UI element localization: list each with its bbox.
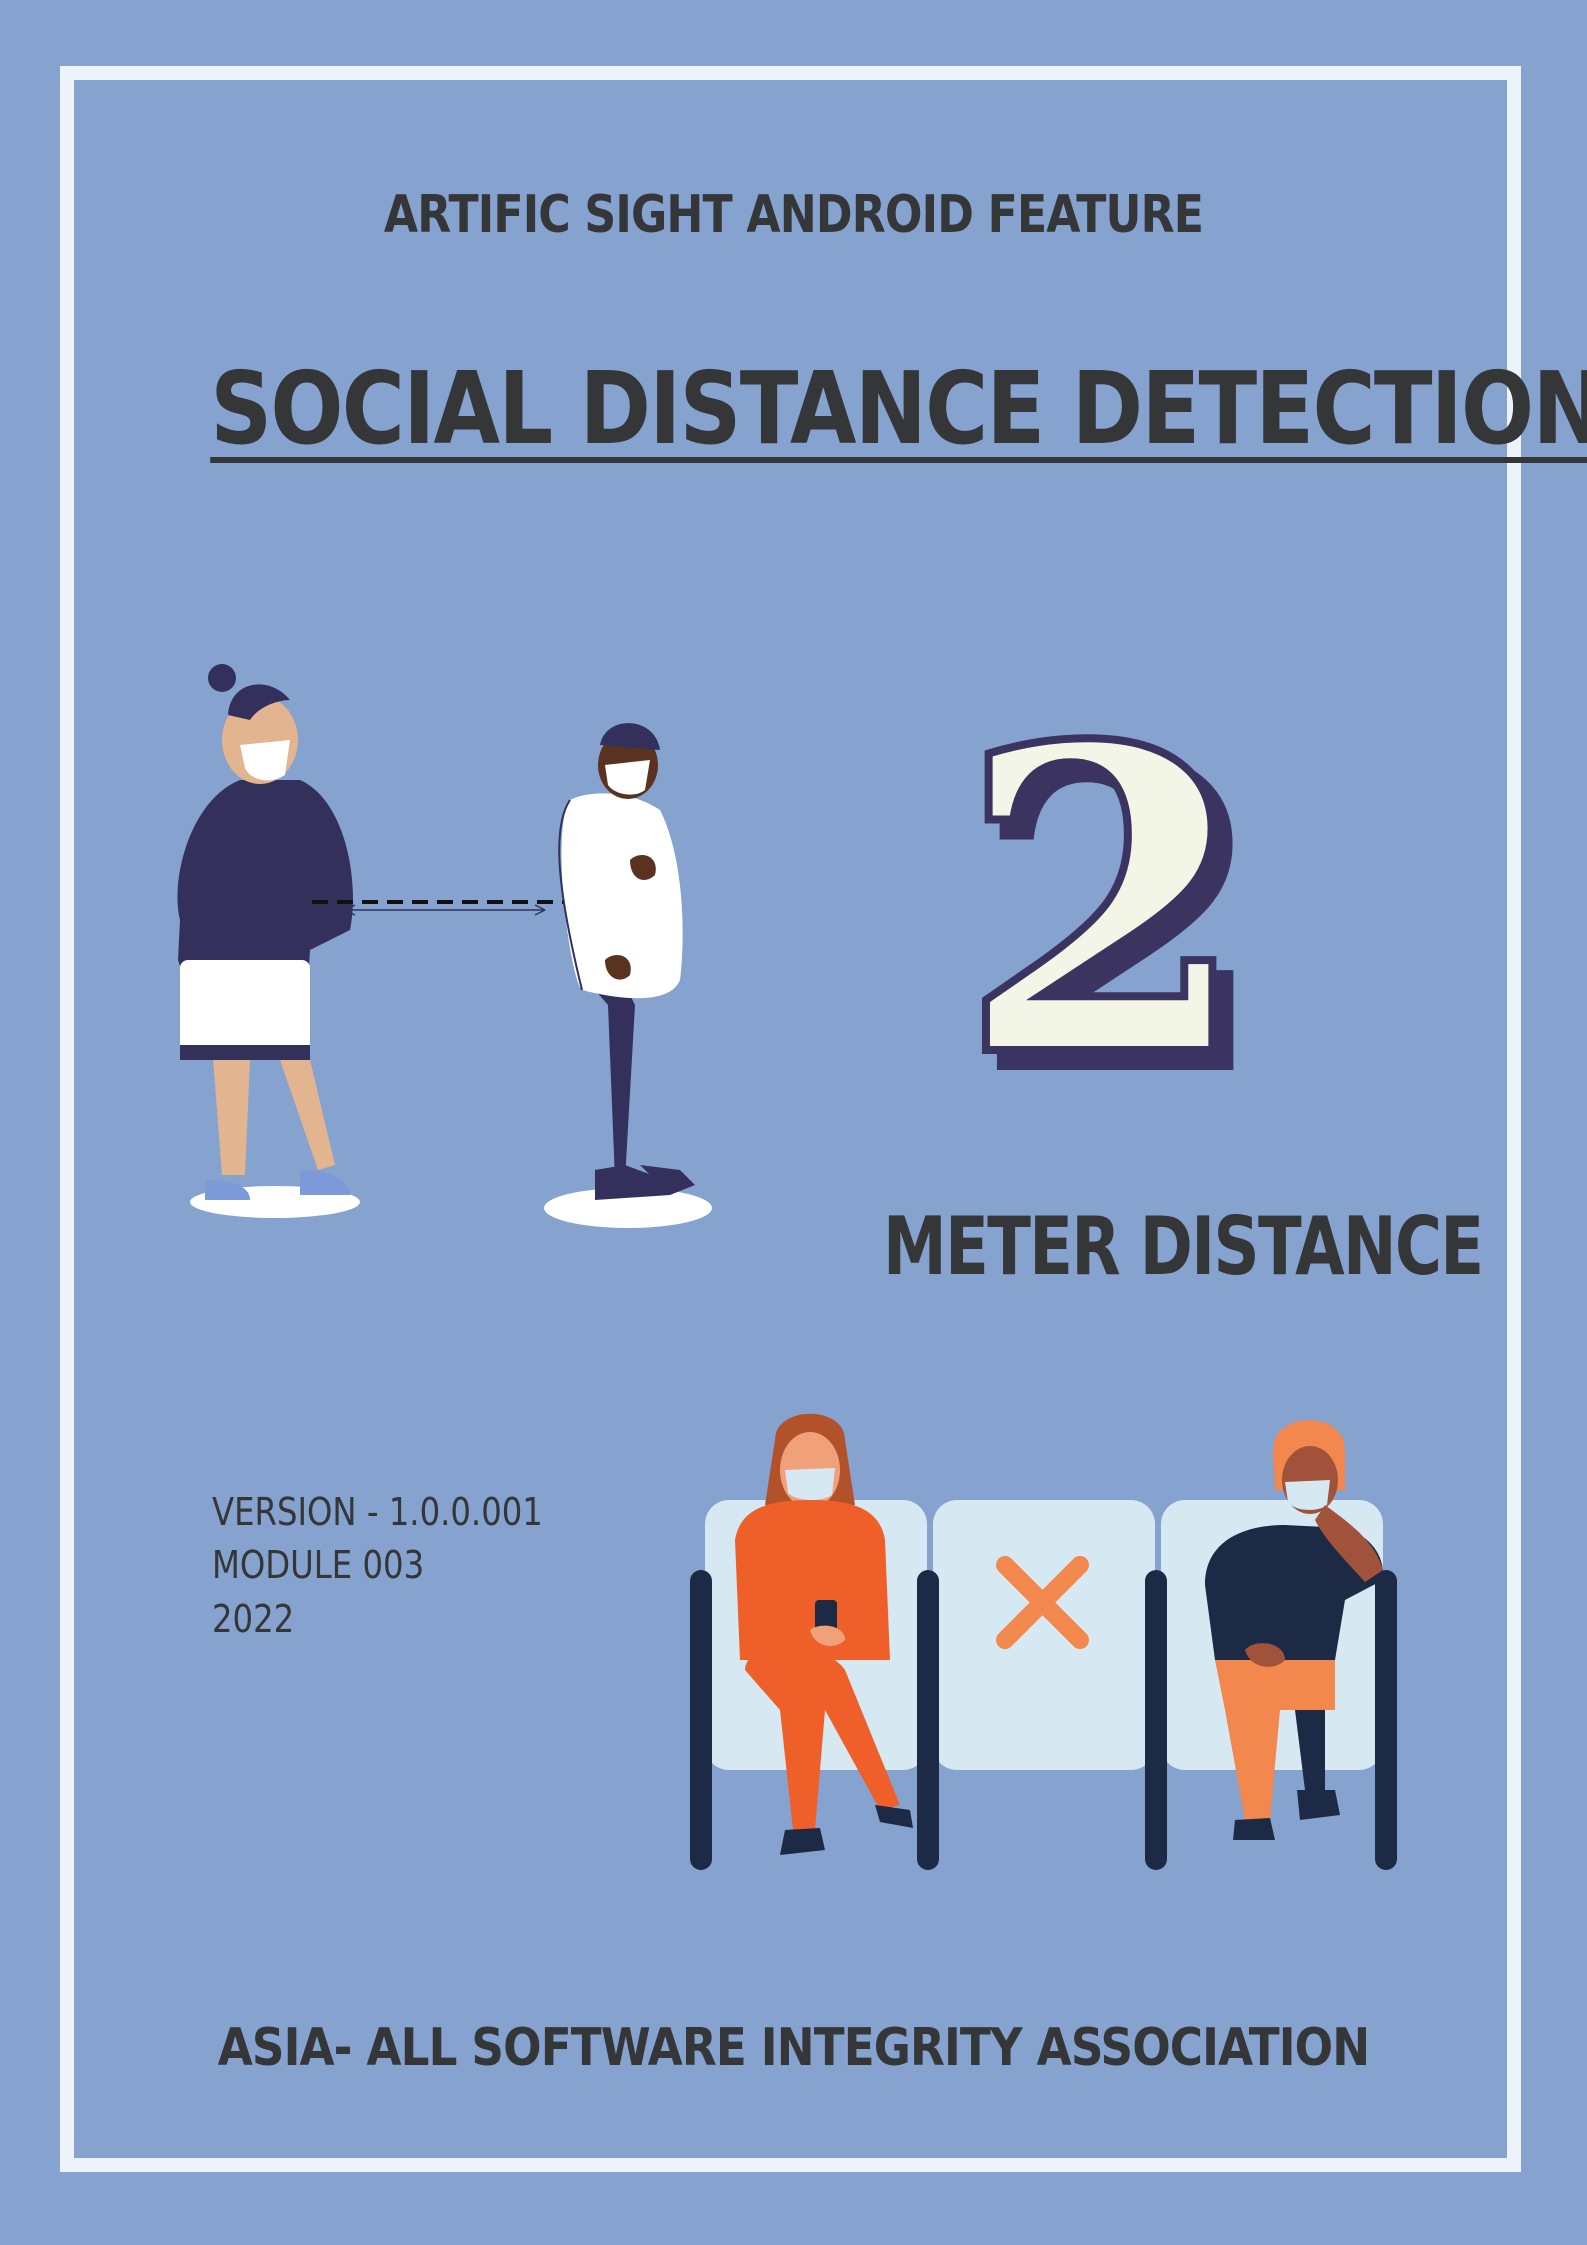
- seated-people-illustration: [690, 1413, 1397, 1870]
- version-line: VERSION - 1.0.0.001: [212, 1490, 543, 1534]
- footer-association: ASIA- ALL SOFTWARE INTEGRITY ASSOCIATION: [217, 2018, 1370, 2078]
- module-line: MODULE 003: [212, 1543, 425, 1587]
- person-right: [558, 723, 695, 1200]
- page-title: SOCIAL DISTANCE DETECTION: [210, 350, 1587, 467]
- big-number-2: 2 2: [920, 640, 1300, 1170]
- page-frame: [60, 66, 1521, 2172]
- svg-text:2: 2: [958, 657, 1250, 1150]
- seated-woman: [735, 1413, 913, 1855]
- seated-person: [1205, 1420, 1384, 1840]
- meter-distance-label: METER DISTANCE: [883, 1200, 1484, 1293]
- two-standing-people-illustration: [177, 664, 712, 1228]
- year-line: 2022: [212, 1597, 295, 1641]
- svg-text:2: 2: [974, 672, 1266, 1165]
- chair-middle: [933, 1500, 1155, 1770]
- floor-shadow-right: [544, 1188, 712, 1228]
- person-left: [177, 664, 353, 1200]
- x-mark-icon: [996, 1556, 1089, 1649]
- subtitle: ARTIFIC SIGHT ANDROID FEATURE: [383, 185, 1204, 245]
